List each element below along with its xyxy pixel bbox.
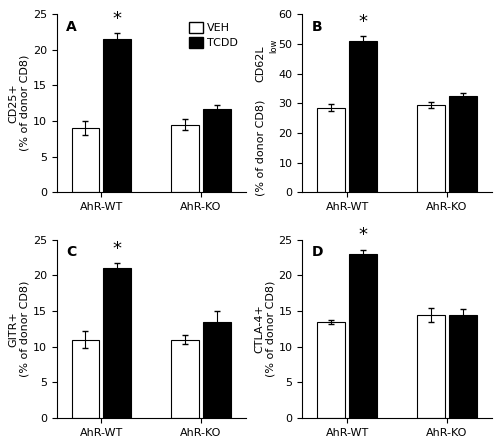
Bar [417, 105, 445, 192]
Bar [171, 339, 199, 418]
Bar [171, 124, 199, 192]
Y-axis label: CTLA-4+
(% of donor CD8): CTLA-4+ (% of donor CD8) [254, 281, 276, 377]
Text: C: C [66, 245, 76, 259]
Y-axis label: GITR+
(% of donor CD8): GITR+ (% of donor CD8) [8, 281, 30, 377]
Bar [104, 39, 132, 192]
Bar [203, 109, 231, 192]
Bar [72, 339, 100, 418]
Text: CD62L: CD62L [256, 46, 266, 83]
Bar [349, 254, 377, 418]
Y-axis label: CD25+
(% of donor CD8): CD25+ (% of donor CD8) [8, 55, 30, 151]
Legend: VEH, TCDD: VEH, TCDD [187, 20, 240, 50]
Text: (% of donor CD8): (% of donor CD8) [256, 99, 266, 196]
Text: A: A [66, 20, 77, 33]
Bar [449, 96, 476, 192]
Bar [318, 107, 345, 192]
Text: D: D [312, 245, 324, 259]
Text: B: B [312, 20, 322, 33]
Text: *: * [113, 240, 122, 258]
Text: low: low [270, 39, 278, 54]
Bar [417, 314, 445, 418]
Bar [104, 268, 132, 418]
Bar [318, 322, 345, 418]
Bar [72, 128, 100, 192]
Text: *: * [113, 10, 122, 28]
Text: *: * [358, 13, 368, 31]
Bar [449, 314, 476, 418]
Text: *: * [358, 227, 368, 244]
Bar [203, 322, 231, 418]
Bar [349, 41, 377, 192]
